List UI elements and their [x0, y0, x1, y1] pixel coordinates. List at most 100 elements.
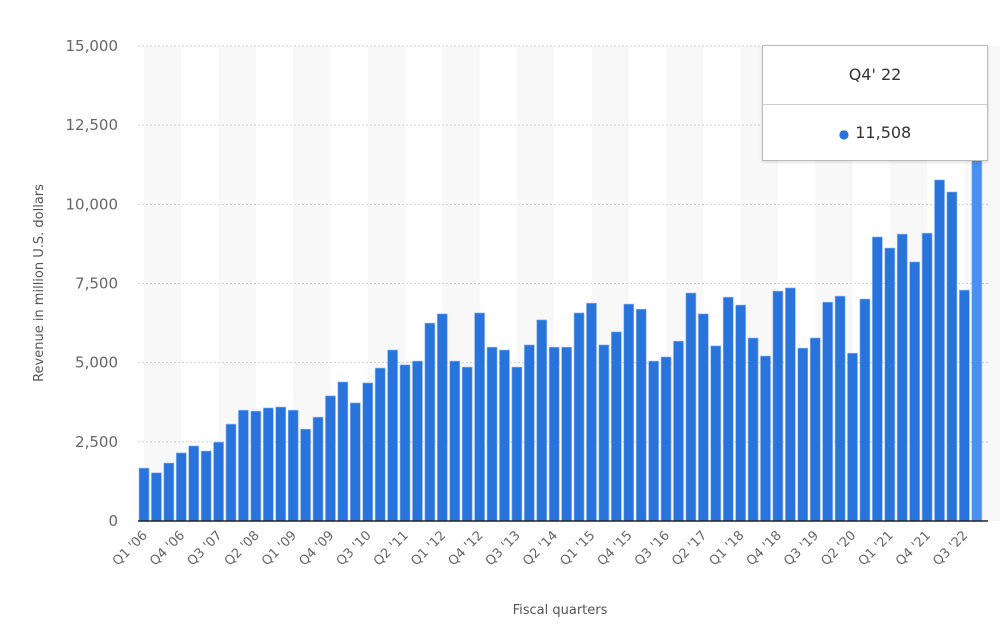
x-tick-label: Q2 '20 [818, 528, 859, 569]
tooltip-title: Q4' 22 [763, 46, 987, 105]
bar [461, 366, 473, 522]
x-tick-label: Q4 '21 [893, 528, 934, 569]
bar [797, 347, 809, 522]
bar [262, 407, 274, 522]
y-tick-label: 5,000 [75, 354, 118, 372]
x-tick-label: Q3 '13 [483, 528, 524, 569]
x-tick-label: Q1 '15 [557, 528, 598, 569]
x-tick-label: Q2 '17 [669, 528, 710, 569]
x-tick-label: Q4 '12 [446, 528, 487, 569]
x-tick-label: Q1 '12 [408, 528, 449, 569]
x-tick-label: Q3 '10 [334, 528, 375, 569]
bar [722, 296, 734, 522]
bar [312, 416, 324, 522]
bar [959, 289, 970, 522]
bar [200, 450, 212, 522]
x-tick-label: Q2 '08 [222, 528, 263, 569]
bar [362, 382, 374, 522]
bar [250, 410, 262, 522]
bar [573, 312, 585, 522]
bar [623, 303, 635, 522]
bar [548, 346, 560, 522]
background-band [442, 46, 480, 521]
tooltip-value-row: ● 11,508 [763, 105, 987, 161]
bar [399, 364, 411, 522]
bar [499, 349, 510, 522]
x-tick-label: Q4 '18 [744, 528, 785, 569]
bar [325, 395, 336, 522]
y-tick-label: 0 [108, 512, 118, 530]
y-axis-title: Revenue in million U.S. dollars [32, 184, 47, 382]
bar [611, 331, 622, 522]
bar [673, 340, 684, 522]
y-tick-label: 7,500 [75, 275, 118, 293]
bar [660, 356, 672, 522]
bar [511, 366, 523, 522]
x-tick-label: Q3 '16 [632, 528, 673, 569]
bar [374, 367, 386, 522]
bar [698, 313, 709, 522]
bar [884, 247, 896, 522]
x-tick-label: Q2 '11 [371, 528, 412, 569]
y-tick-label: 15,000 [66, 37, 119, 55]
bar [524, 344, 535, 522]
bar [238, 409, 249, 522]
x-tick-label: Q1 '21 [856, 528, 897, 569]
bar [760, 355, 771, 522]
bar [474, 312, 485, 522]
bar [424, 322, 436, 522]
x-tick-label: Q3 '07 [185, 528, 226, 569]
bar [747, 337, 759, 522]
tooltip: Q4' 22 ● 11,508 [762, 45, 988, 161]
bar [921, 232, 933, 522]
bar [735, 304, 746, 522]
bar [437, 313, 448, 522]
bar [834, 295, 846, 522]
bar [151, 472, 162, 522]
bar [785, 287, 796, 522]
bar [138, 467, 150, 522]
bar [934, 179, 945, 522]
y-tick-label: 10,000 [66, 195, 119, 213]
bar [449, 360, 461, 522]
bar [188, 445, 200, 522]
bar [175, 452, 187, 522]
bar [809, 337, 821, 522]
bar [213, 441, 224, 522]
bar [337, 381, 349, 522]
background-band [218, 46, 256, 521]
bar [486, 346, 498, 522]
bar [635, 308, 647, 522]
x-tick-label: Q4 '09 [296, 528, 337, 569]
bar [909, 261, 920, 522]
bar [287, 409, 299, 522]
bar [685, 292, 697, 522]
x-tick-label: Q1 '18 [707, 528, 748, 569]
x-tick-label: Q2 '14 [520, 528, 561, 569]
y-tick-label: 2,500 [75, 433, 118, 451]
bar [412, 360, 423, 522]
bar [971, 156, 983, 522]
x-tick-label: Q1 '06 [110, 528, 151, 569]
x-tick-label: Q4 '15 [595, 528, 636, 569]
x-tick-label: Q3 '19 [781, 528, 822, 569]
bar [300, 428, 311, 522]
bar [946, 191, 958, 522]
bar [536, 319, 548, 522]
y-tick-label: 12,500 [66, 116, 119, 134]
bar [896, 233, 908, 522]
bar [586, 302, 597, 522]
x-tick-label: Q4 '06 [147, 528, 188, 569]
background-band [666, 46, 704, 521]
bar [772, 290, 784, 522]
bar [163, 462, 175, 522]
tooltip-value: 11,508 [855, 123, 912, 142]
series-dot-icon: ● [838, 127, 850, 141]
x-tick-label: Q3 '22 [930, 528, 971, 569]
bar [350, 402, 361, 522]
bar [225, 423, 237, 522]
bar [598, 344, 610, 522]
bar [387, 349, 398, 522]
bar [859, 298, 871, 522]
